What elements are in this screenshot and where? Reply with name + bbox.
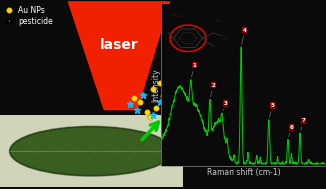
Text: 4: 4 (242, 28, 247, 44)
Text: H₂CO₃: H₂CO₃ (171, 14, 183, 18)
FancyBboxPatch shape (0, 115, 183, 187)
Text: laser: laser (100, 38, 138, 52)
Text: 6: 6 (289, 125, 293, 137)
Text: 1: 1 (191, 63, 196, 77)
Y-axis label: Intensity: Intensity (151, 68, 160, 102)
Text: 2: 2 (211, 83, 215, 97)
Text: 3: 3 (223, 101, 228, 110)
Ellipse shape (10, 127, 173, 176)
Text: 7: 7 (301, 119, 305, 130)
Legend: Au NPs, pesticide: Au NPs, pesticide (4, 4, 55, 28)
X-axis label: Raman shift (cm-1): Raman shift (cm-1) (207, 168, 280, 177)
FancyBboxPatch shape (0, 115, 183, 187)
Text: CH₃: CH₃ (223, 37, 230, 41)
Text: CH₃: CH₃ (216, 19, 223, 23)
Polygon shape (68, 2, 170, 110)
Text: 5: 5 (270, 103, 274, 117)
